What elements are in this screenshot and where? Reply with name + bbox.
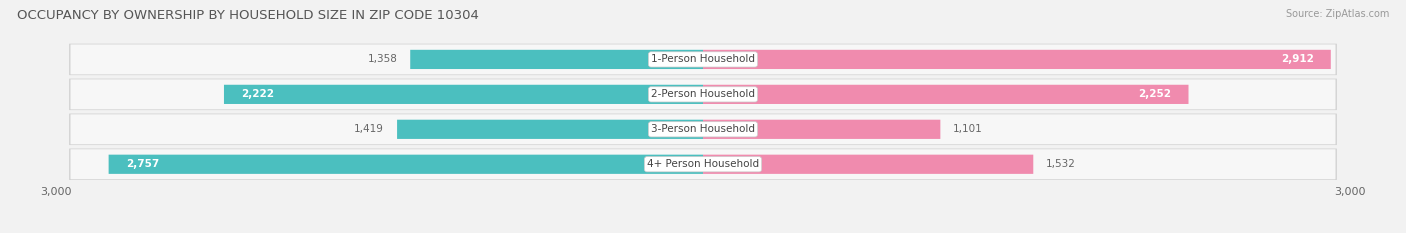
Text: 2,757: 2,757	[127, 159, 159, 169]
Text: 1,532: 1,532	[1046, 159, 1076, 169]
FancyBboxPatch shape	[70, 44, 1336, 75]
FancyBboxPatch shape	[703, 155, 1033, 174]
Text: 2,252: 2,252	[1139, 89, 1171, 99]
Text: 2,222: 2,222	[242, 89, 274, 99]
FancyBboxPatch shape	[70, 149, 1336, 179]
Text: Source: ZipAtlas.com: Source: ZipAtlas.com	[1285, 9, 1389, 19]
FancyBboxPatch shape	[411, 50, 703, 69]
FancyBboxPatch shape	[70, 114, 1336, 144]
FancyBboxPatch shape	[703, 120, 941, 139]
Text: 1,101: 1,101	[953, 124, 983, 134]
Text: 3-Person Household: 3-Person Household	[651, 124, 755, 134]
Text: 1,358: 1,358	[367, 55, 398, 64]
FancyBboxPatch shape	[108, 155, 703, 174]
Text: OCCUPANCY BY OWNERSHIP BY HOUSEHOLD SIZE IN ZIP CODE 10304: OCCUPANCY BY OWNERSHIP BY HOUSEHOLD SIZE…	[17, 9, 479, 22]
Text: 4+ Person Household: 4+ Person Household	[647, 159, 759, 169]
FancyBboxPatch shape	[224, 85, 703, 104]
FancyBboxPatch shape	[69, 79, 1337, 110]
Text: 2-Person Household: 2-Person Household	[651, 89, 755, 99]
FancyBboxPatch shape	[703, 85, 1188, 104]
FancyBboxPatch shape	[69, 44, 1337, 75]
FancyBboxPatch shape	[70, 79, 1336, 110]
FancyBboxPatch shape	[703, 50, 1331, 69]
FancyBboxPatch shape	[396, 120, 703, 139]
Text: 1-Person Household: 1-Person Household	[651, 55, 755, 64]
FancyBboxPatch shape	[69, 149, 1337, 180]
FancyBboxPatch shape	[69, 114, 1337, 145]
Text: 2,912: 2,912	[1281, 55, 1313, 64]
Text: 1,419: 1,419	[354, 124, 384, 134]
